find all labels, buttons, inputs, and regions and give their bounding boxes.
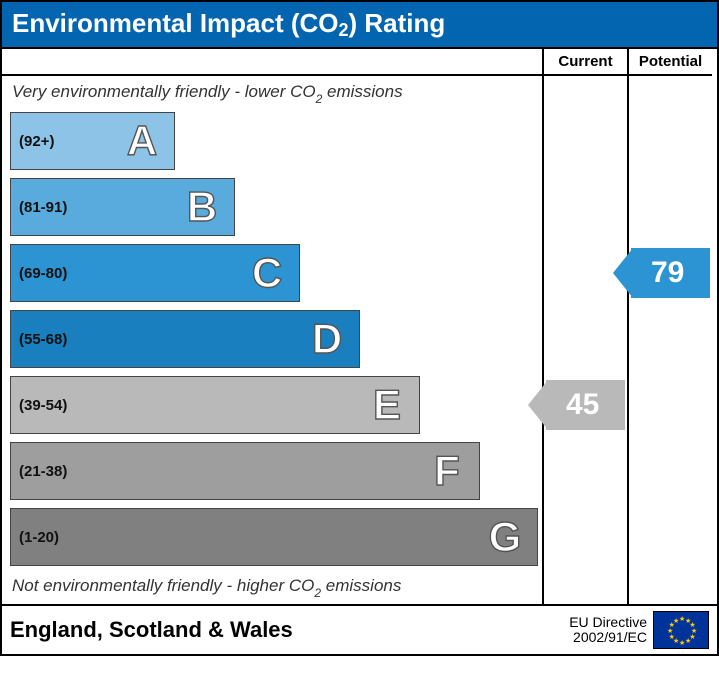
footer-region: England, Scotland & Wales	[10, 617, 293, 643]
band-f: (21-38) F	[10, 442, 480, 500]
svg-text:G: G	[489, 513, 522, 560]
band-b: (81-91) B	[10, 178, 235, 236]
directive-line2: 2002/91/EC	[569, 630, 647, 645]
footer: England, Scotland & Wales EU Directive 2…	[2, 604, 717, 654]
title-text: Environmental Impact (CO	[12, 8, 339, 38]
current-pointer: 45	[546, 380, 625, 430]
caption-top-b: emissions	[322, 82, 402, 101]
pointer-arrow-icon	[613, 248, 633, 298]
band-letter: B	[178, 183, 226, 231]
band-range: (21-38)	[11, 463, 67, 480]
pointer-arrow-icon	[528, 380, 548, 430]
col-head-current: Current	[542, 49, 627, 74]
footer-right: EU Directive 2002/91/EC ★★★★★★★★★★★★	[569, 611, 709, 649]
band-letter: F	[423, 447, 471, 495]
caption-bot-a: Not environmentally friendly - higher CO	[12, 576, 314, 595]
band-range: (55-68)	[11, 331, 67, 348]
band-letter: E	[363, 381, 411, 429]
title-sub: 2	[339, 20, 349, 40]
pointer-value: 45	[566, 388, 599, 422]
directive-line1: EU Directive	[569, 615, 647, 630]
title-bar: Environmental Impact (CO2) Rating	[2, 2, 717, 47]
band-range: (39-54)	[11, 397, 67, 414]
potential-pointer: 79	[631, 248, 710, 298]
band-e: (39-54) E	[10, 376, 420, 434]
band-g: (1-20) G	[10, 508, 538, 566]
band-letter: A	[118, 117, 166, 165]
eu-star-icon: ★	[685, 637, 691, 645]
band-c: (69-80) C	[10, 244, 300, 302]
svg-text:F: F	[434, 447, 460, 494]
eu-star-icon: ★	[673, 617, 679, 625]
epc-rating-card: Environmental Impact (CO2) Rating Curren…	[0, 0, 719, 656]
band-d: (55-68) D	[10, 310, 360, 368]
pointer-value: 79	[651, 256, 684, 290]
caption-bottom: Not environmentally friendly - higher CO…	[12, 576, 401, 598]
caption-top: Very environmentally friendly - lower CO…	[12, 82, 403, 104]
band-range: (81-91)	[11, 199, 67, 216]
rating-grid: Current Potential Very environmentally f…	[2, 47, 717, 604]
title-tail: ) Rating	[349, 8, 446, 38]
caption-bot-sub: 2	[314, 586, 321, 600]
caption-top-sub: 2	[316, 92, 323, 106]
band-a: (92+) A	[10, 112, 175, 170]
band-letter: D	[303, 315, 351, 363]
svg-text:D: D	[312, 315, 342, 362]
current-column: 45	[542, 74, 627, 604]
eu-directive-text: EU Directive 2002/91/EC	[569, 615, 647, 646]
svg-text:B: B	[187, 183, 217, 230]
eu-flag-icon: ★★★★★★★★★★★★	[653, 611, 709, 649]
col-head-blank	[2, 49, 542, 74]
band-range: (1-20)	[11, 529, 59, 546]
band-letter: C	[243, 249, 291, 297]
band-range: (92+)	[11, 133, 54, 150]
band-range: (69-80)	[11, 265, 67, 282]
svg-text:E: E	[373, 381, 401, 428]
eu-star-icon: ★	[679, 639, 685, 647]
svg-text:A: A	[127, 117, 157, 164]
potential-column: 79	[627, 74, 712, 604]
caption-top-a: Very environmentally friendly - lower CO	[12, 82, 316, 101]
caption-bot-b: emissions	[321, 576, 401, 595]
col-head-potential: Potential	[627, 49, 712, 74]
svg-text:C: C	[252, 249, 282, 296]
band-letter: G	[481, 513, 529, 561]
bands-chart: Very environmentally friendly - lower CO…	[2, 74, 542, 604]
